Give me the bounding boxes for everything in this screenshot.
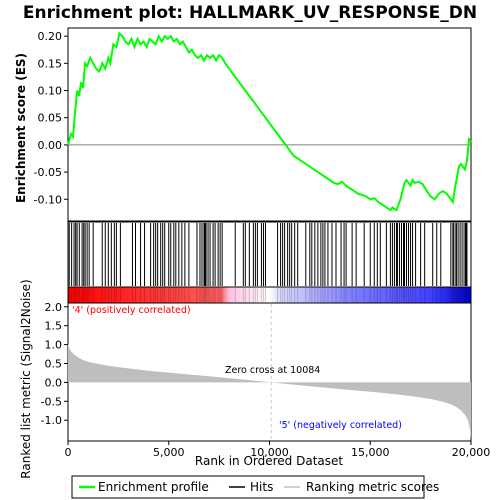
enrichment-score-panel: 0.20 0.15 0.10 0.05 0.00 -0.05 -0.10 [34,27,472,222]
legend-label-ranking-metric: Ranking metric scores [306,480,439,494]
enrichment-profile-line [67,31,472,212]
zero-cross-label: Zero cross at 10084 [225,365,320,376]
x-axis-label: Rank in Ordered Dataset [195,454,343,468]
es-y-tick-label: -0.10 [34,193,62,206]
legend-label-enrichment-profile: Enrichment profile [98,480,209,494]
x-tick-label: 0 [65,446,72,459]
metric-y-tick-label: 1.5 [45,320,63,333]
es-y-tick-label: 0.05 [38,112,63,125]
es-axis-label: Enrichment score (ES) [14,53,28,203]
chart-title: Enrichment plot: HALLMARK_UV_RESPONSE_DN [23,3,477,23]
legend-label-hits: Hits [250,480,273,494]
ranked-metric-panel: 2.0 1.5 1.0 0.5 0.0 -0.5 -1.0 0 5,000 10,000 15,00… [41,301,491,459]
negative-correlation-label: '5' (negatively correlated) [279,420,402,431]
legend-box [71,475,425,499]
metric-y-tick-label: -1.0 [41,414,62,427]
positive-correlation-label: '4' (positively correlated) [72,305,191,316]
metric-y-tick-label: 1.0 [45,339,63,352]
metric-axis-label: Ranked list metric (Signal2Noise) [19,279,33,478]
es-y-tick-label: 0.20 [38,30,63,43]
metric-y-tick-label: 0.5 [45,357,63,370]
hits-panel [67,221,472,304]
es-y-tick-label: 0.10 [38,85,63,98]
x-tick-label: 5,000 [153,446,185,459]
metric-y-tick-label: 2.0 [45,301,63,314]
metric-y-tick-label: 0.0 [45,376,63,389]
es-y-tick-label: 0.00 [38,139,63,152]
es-y-tick-label: 0.15 [38,57,63,70]
metric-y-tick-label: -0.5 [41,395,62,408]
ranking-metric-area [68,342,471,440]
x-tick-label: 10,000 [250,446,289,459]
legend: Enrichment profile Hits Ranking metric s… [71,475,439,499]
es-y-tick-label: -0.05 [34,166,62,179]
x-tick-label: 15,000 [351,446,390,459]
x-tick-label: 20,000 [452,446,491,459]
